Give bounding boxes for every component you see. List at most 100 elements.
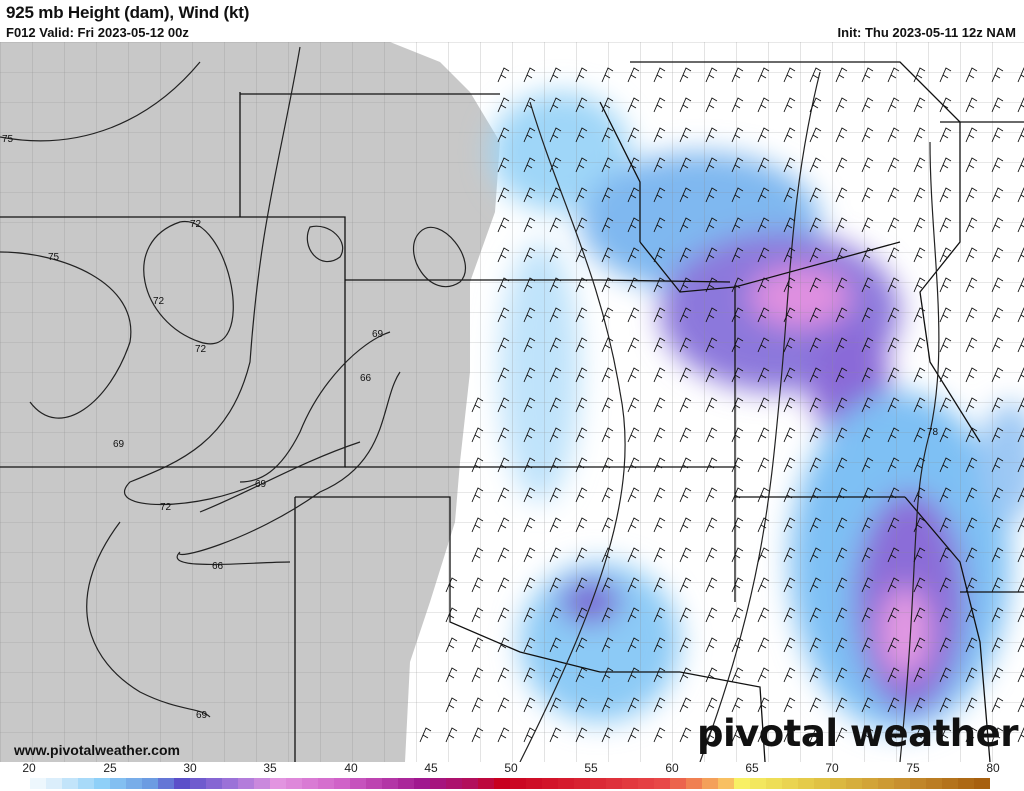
wind-barb	[913, 487, 926, 503]
wind-barb	[783, 697, 796, 713]
wind-barb	[939, 547, 952, 563]
wind-barb	[471, 517, 484, 533]
colorbar-tick: 40	[344, 761, 358, 775]
wind-barb	[549, 397, 562, 413]
colorbar-cell	[206, 778, 222, 789]
wind-barb	[861, 127, 874, 143]
wind-barb	[731, 397, 744, 413]
wind-barb	[939, 367, 952, 383]
wind-barb	[757, 97, 770, 113]
wind-barb	[913, 547, 926, 563]
wind-barb	[809, 67, 822, 83]
wind-barb	[991, 667, 1004, 683]
wind-barb	[653, 547, 666, 563]
wind-barb	[601, 127, 614, 143]
wind-barb	[887, 157, 900, 173]
wind-barb	[575, 487, 588, 503]
wind-barbs	[419, 67, 1024, 743]
wind-barb	[939, 607, 952, 623]
contour-label: 75	[48, 252, 60, 263]
wind-barb	[575, 667, 588, 683]
wind-barb	[731, 307, 744, 323]
wind-barb	[991, 337, 1004, 353]
wind-barb	[757, 127, 770, 143]
wind-barb	[679, 217, 692, 233]
wind-barb	[731, 457, 744, 473]
wind-barb	[757, 697, 770, 713]
colorbar-cell	[94, 778, 110, 789]
wind-barb	[601, 67, 614, 83]
wind-barb	[835, 727, 848, 743]
wind-barb	[861, 427, 874, 443]
wind-barb	[653, 667, 666, 683]
wind-barb	[523, 637, 536, 653]
colorbar-cell	[590, 778, 606, 789]
wind-barb	[939, 67, 952, 83]
wind-barb	[991, 457, 1004, 473]
wind-barb	[861, 157, 874, 173]
wind-barb	[497, 547, 510, 563]
wind-barb	[965, 577, 978, 593]
wind-barb	[497, 97, 510, 113]
wind-barb	[757, 517, 770, 533]
wind-barb	[965, 127, 978, 143]
wind-barb	[887, 547, 900, 563]
wind-barb	[731, 277, 744, 293]
wind-barb	[991, 577, 1004, 593]
wind-barb	[679, 547, 692, 563]
contour-label: 66	[212, 561, 224, 572]
wind-barb	[835, 187, 848, 203]
wind-barb	[705, 337, 718, 353]
colorbar-tick: 65	[745, 761, 759, 775]
wind-barb	[731, 487, 744, 503]
wind-barb	[497, 277, 510, 293]
wind-barb	[913, 217, 926, 233]
wind-barb	[783, 577, 796, 593]
wind-barb	[497, 637, 510, 653]
wind-barb	[887, 517, 900, 533]
wind-barb	[549, 67, 562, 83]
wind-barb	[861, 97, 874, 113]
wind-barb	[601, 607, 614, 623]
wind-barb	[731, 697, 744, 713]
colorbar-cell	[158, 778, 174, 789]
wind-barb	[705, 577, 718, 593]
wind-barb	[627, 487, 640, 503]
wind-barb	[835, 607, 848, 623]
wind-barb	[497, 367, 510, 383]
wind-barb	[627, 607, 640, 623]
wind-barb	[523, 577, 536, 593]
wind-barb	[679, 277, 692, 293]
wind-barb	[575, 457, 588, 473]
wind-barb	[627, 727, 640, 743]
wind-barb	[523, 487, 536, 503]
wind-barb	[549, 307, 562, 323]
wind-barb	[757, 67, 770, 83]
wind-barb	[887, 427, 900, 443]
website-url: www.pivotalweather.com	[14, 742, 180, 758]
wind-barb	[705, 187, 718, 203]
wind-barb	[913, 457, 926, 473]
wind-barb	[705, 67, 718, 83]
wind-barb	[809, 517, 822, 533]
wind-barb	[471, 667, 484, 683]
wind-barb	[835, 277, 848, 293]
wind-barb	[653, 307, 666, 323]
wind-barb	[497, 667, 510, 683]
wind-barb	[913, 637, 926, 653]
contour-label: 66	[360, 373, 372, 384]
wind-barb	[731, 217, 744, 233]
wind-barb	[991, 67, 1004, 83]
wind-barb	[549, 427, 562, 443]
wind-barb	[913, 577, 926, 593]
wind-barb	[679, 427, 692, 443]
wind-barb	[965, 187, 978, 203]
wind-barb	[861, 277, 874, 293]
wind-barb	[653, 517, 666, 533]
colorbar-cell	[830, 778, 846, 789]
wind-barb	[575, 367, 588, 383]
wind-barb	[471, 577, 484, 593]
wind-barb	[445, 667, 458, 683]
wind-barb	[731, 97, 744, 113]
wind-barb	[757, 337, 770, 353]
